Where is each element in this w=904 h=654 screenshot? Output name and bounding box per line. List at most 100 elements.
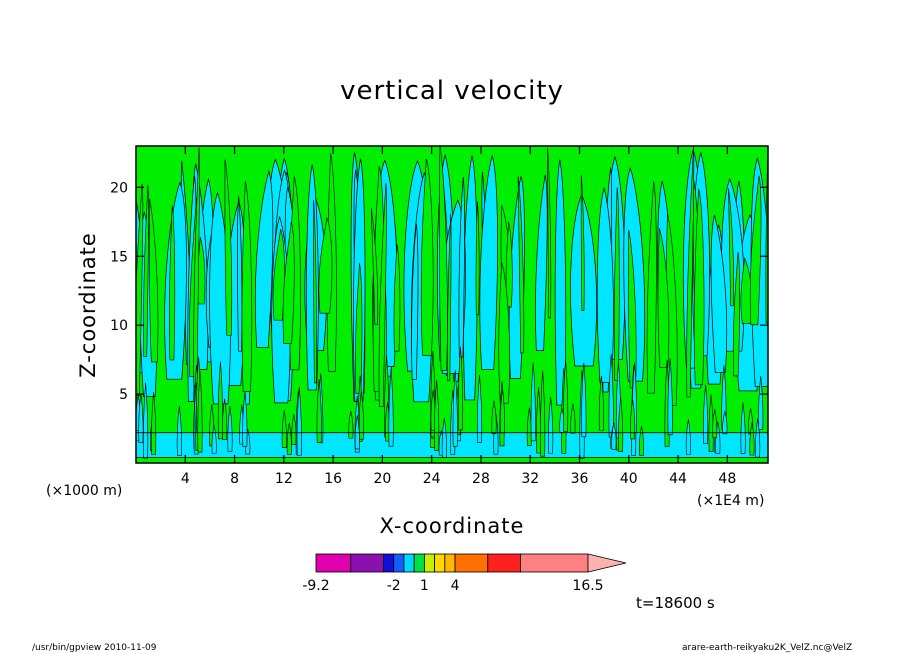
updraft-streak <box>318 217 333 314</box>
convective-cell <box>227 406 233 452</box>
colorbar-bin <box>423 553 436 573</box>
convective-cell <box>712 409 718 438</box>
updraft-streak <box>517 176 525 354</box>
footer-source: arare-earth-reikyaku2K_VelZ.nc@VelZ <box>682 643 853 653</box>
convective-cell <box>286 422 292 455</box>
x-tick-label: 16 <box>324 471 342 487</box>
colorbar-arrow <box>587 553 627 573</box>
updraft-streak <box>313 200 317 384</box>
updraft-streak <box>728 188 734 307</box>
convective-cell <box>281 410 287 449</box>
updraft-streak <box>580 175 585 311</box>
plot-frame <box>135 145 769 464</box>
updraft-streak <box>475 201 480 316</box>
updraft-streak <box>693 188 705 386</box>
convective-cell <box>722 410 728 435</box>
contour-field <box>136 146 768 463</box>
y-tick-label: 5 <box>119 387 128 403</box>
time-label: t=18600 s <box>636 594 715 612</box>
x-axis-label: X-coordinate <box>379 514 525 538</box>
convective-cell <box>570 403 576 434</box>
x-tick-label: 12 <box>275 471 293 487</box>
updraft-streak <box>282 221 295 344</box>
colorbar-bin <box>487 553 521 573</box>
convective-cell <box>740 402 746 454</box>
updraft-streak <box>193 147 200 386</box>
colorbar-label: 4 <box>451 578 460 594</box>
colorbar-bin <box>444 553 456 573</box>
convective-cell <box>222 398 228 440</box>
colorbar-bin <box>434 553 446 573</box>
plume <box>411 223 419 380</box>
convective-cell <box>638 425 645 456</box>
convective-cell <box>598 375 604 431</box>
colorbar-bin <box>413 553 425 573</box>
x-axis-unit-right: (×1E4 m) <box>697 493 765 509</box>
convective-cell <box>388 368 394 447</box>
convective-cell <box>563 360 569 432</box>
plume <box>596 186 614 383</box>
colorbar-bin <box>403 553 415 573</box>
convective-cell <box>708 394 714 452</box>
convective-cell <box>291 414 297 445</box>
y-tick-label: 10 <box>110 318 128 334</box>
x-tick-label: 20 <box>373 471 391 487</box>
updraft-streak <box>370 208 379 325</box>
updraft-streak <box>498 262 510 404</box>
convective-cell <box>491 400 497 434</box>
colorbar-label: 16.5 <box>572 578 603 594</box>
colorbar-bin <box>520 553 589 573</box>
colorbar-bin <box>383 553 395 573</box>
updraft-streak <box>732 251 741 377</box>
x-tick-label: 28 <box>472 471 490 487</box>
x-tick-label: 40 <box>620 471 638 487</box>
y-axis: 5 10 15 20 <box>110 180 768 403</box>
colorbar-bin <box>350 553 384 573</box>
plume <box>535 174 548 351</box>
convective-cell <box>476 375 483 443</box>
updraft-streak <box>749 175 762 326</box>
updraft-streak <box>136 183 144 396</box>
x-axis-unit-left: (×1000 m) <box>46 483 123 499</box>
footer-command: /usr/bin/gpview 2010-11-09 <box>32 643 157 653</box>
convective-cell <box>138 393 144 443</box>
updraft-streak <box>628 230 637 389</box>
convective-cell <box>749 422 755 456</box>
convective-cell <box>608 353 614 438</box>
convective-cell <box>685 419 691 455</box>
y-tick-label: 15 <box>110 249 128 265</box>
chart-title: vertical velocity <box>340 76 564 106</box>
colorbar-bin <box>315 553 352 573</box>
x-tick-label: 4 <box>181 471 190 487</box>
plume <box>254 169 274 348</box>
y-tick-label: 20 <box>110 180 128 196</box>
convective-cell <box>667 358 673 436</box>
x-tick-label: 8 <box>230 471 239 487</box>
convective-cell <box>354 415 360 450</box>
updraft-streak <box>447 213 452 382</box>
convective-cell <box>176 406 182 456</box>
convective-cell <box>296 387 302 456</box>
colorbar-label: 1 <box>420 578 429 594</box>
updraft-streak <box>657 228 670 368</box>
x-tick-label: 36 <box>571 471 589 487</box>
x-axis: 4 8 12 16 20 24 28 32 36 40 44 48 <box>181 146 736 487</box>
updraft-streak <box>148 199 159 363</box>
updraft-streak <box>393 243 401 352</box>
updraft-streak <box>547 148 552 319</box>
updraft-streak <box>224 159 233 336</box>
convective-cell <box>151 392 157 456</box>
updraft-streak <box>420 158 434 356</box>
x-tick-label: 32 <box>521 471 539 487</box>
colorbar-label: -2 <box>387 578 401 594</box>
colorbar-label: -9.2 <box>302 578 329 594</box>
updraft-streak <box>143 185 149 357</box>
updraft-streak <box>378 183 387 408</box>
x-tick-label: 44 <box>669 471 687 487</box>
updraft-streak <box>355 263 363 395</box>
convective-cell <box>611 422 617 450</box>
convective-cell <box>316 379 322 443</box>
convective-cell <box>618 397 624 452</box>
convective-cell <box>548 397 554 454</box>
